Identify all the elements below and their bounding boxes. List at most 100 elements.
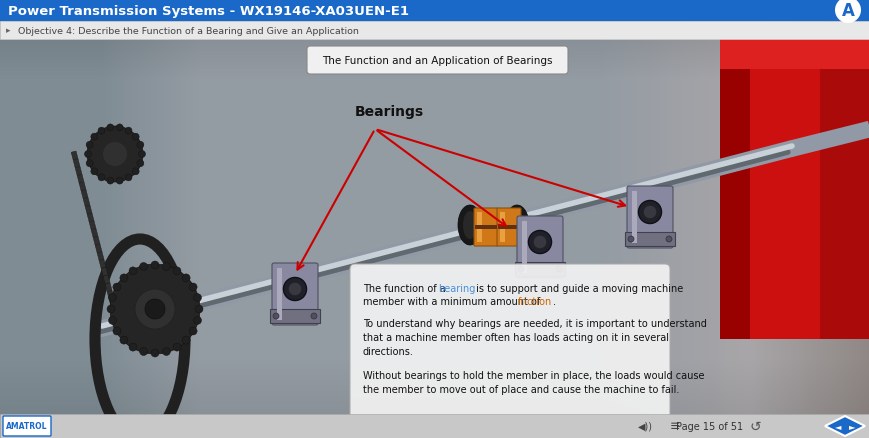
Bar [476, 212, 481, 243]
Circle shape [139, 263, 148, 271]
Circle shape [139, 348, 148, 356]
Text: bearing: bearing [437, 283, 474, 293]
Circle shape [129, 267, 136, 275]
Text: ↺: ↺ [748, 419, 760, 433]
Circle shape [195, 305, 202, 313]
Circle shape [86, 142, 93, 149]
Text: ◀)): ◀)) [637, 421, 652, 431]
Circle shape [189, 283, 197, 291]
Bar [73, 159, 80, 168]
Ellipse shape [642, 206, 656, 219]
Bar [631, 191, 636, 244]
Bar [77, 175, 84, 184]
Bar [497, 226, 520, 230]
Text: The function of a: The function of a [362, 283, 448, 293]
Text: friction: friction [517, 297, 552, 306]
Circle shape [173, 343, 181, 351]
Bar [720, 40, 749, 339]
Circle shape [125, 128, 132, 135]
Circle shape [84, 151, 91, 158]
Circle shape [113, 327, 121, 335]
Circle shape [151, 261, 159, 269]
Circle shape [132, 169, 139, 176]
Bar [105, 283, 112, 292]
Ellipse shape [462, 212, 476, 240]
Circle shape [627, 237, 634, 243]
Bar [0, 414, 869, 438]
Circle shape [163, 263, 170, 271]
Text: .: . [553, 297, 555, 306]
Bar [514, 262, 564, 276]
Text: is to support and guide a moving machine: is to support and guide a moving machine [473, 283, 682, 293]
Circle shape [107, 305, 115, 313]
Text: Bearings: Bearings [355, 105, 424, 119]
Circle shape [136, 142, 143, 149]
Bar [107, 291, 114, 300]
Bar [95, 244, 102, 254]
Bar [81, 191, 88, 199]
FancyBboxPatch shape [307, 47, 567, 75]
Bar [269, 309, 320, 323]
FancyBboxPatch shape [272, 263, 318, 325]
Bar [474, 226, 496, 230]
Bar [624, 233, 674, 247]
Bar [500, 212, 504, 243]
Circle shape [109, 317, 116, 325]
Text: To understand why bearings are needed, it is important to understand
that a mach: To understand why bearings are needed, i… [362, 318, 706, 356]
Text: Power Transmission Systems - WX19146-XA03UEN-E1: Power Transmission Systems - WX19146-XA0… [8, 4, 408, 18]
Bar [0, 22, 869, 40]
Circle shape [193, 294, 202, 302]
Text: The Function and an Application of Bearings: The Function and an Application of Beari… [322, 56, 552, 66]
Circle shape [145, 299, 165, 319]
Circle shape [103, 143, 127, 166]
Ellipse shape [509, 212, 523, 240]
Text: Page 15 of 51: Page 15 of 51 [676, 421, 743, 431]
Circle shape [182, 274, 190, 282]
Circle shape [87, 127, 143, 183]
Circle shape [163, 348, 170, 356]
FancyBboxPatch shape [349, 265, 669, 419]
Bar [93, 237, 100, 246]
Circle shape [90, 134, 97, 141]
Circle shape [98, 174, 105, 181]
Ellipse shape [457, 205, 481, 245]
Bar [109, 299, 116, 307]
Circle shape [129, 343, 136, 351]
Circle shape [273, 313, 279, 319]
Circle shape [136, 160, 143, 167]
Bar [819, 40, 869, 339]
Bar [99, 260, 106, 269]
Circle shape [86, 160, 93, 167]
Ellipse shape [288, 283, 302, 296]
Circle shape [107, 178, 114, 185]
Text: Without bearings to hold the member in place, the loads would cause
the member t: Without bearings to hold the member in p… [362, 370, 704, 394]
Ellipse shape [504, 205, 528, 245]
Circle shape [182, 336, 190, 344]
Bar [75, 167, 82, 176]
Text: member with a minimum amount of: member with a minimum amount of [362, 297, 543, 306]
Circle shape [113, 283, 121, 291]
Circle shape [151, 349, 159, 357]
Bar [103, 276, 109, 284]
Text: ≡: ≡ [669, 420, 680, 432]
Text: ▸: ▸ [6, 26, 10, 35]
Bar [79, 183, 86, 191]
Circle shape [555, 266, 561, 272]
Circle shape [132, 134, 139, 141]
Circle shape [173, 267, 181, 275]
Bar [71, 152, 78, 161]
Circle shape [517, 266, 523, 272]
FancyBboxPatch shape [627, 187, 673, 248]
Bar [97, 252, 104, 261]
Bar [87, 213, 94, 223]
Circle shape [109, 265, 200, 354]
Ellipse shape [527, 231, 551, 254]
Circle shape [120, 274, 128, 282]
Bar [89, 221, 96, 230]
FancyBboxPatch shape [516, 216, 562, 279]
Text: ◄: ◄ [833, 421, 840, 431]
Circle shape [193, 317, 202, 325]
Circle shape [666, 237, 671, 243]
FancyBboxPatch shape [496, 208, 521, 247]
Circle shape [189, 327, 197, 335]
